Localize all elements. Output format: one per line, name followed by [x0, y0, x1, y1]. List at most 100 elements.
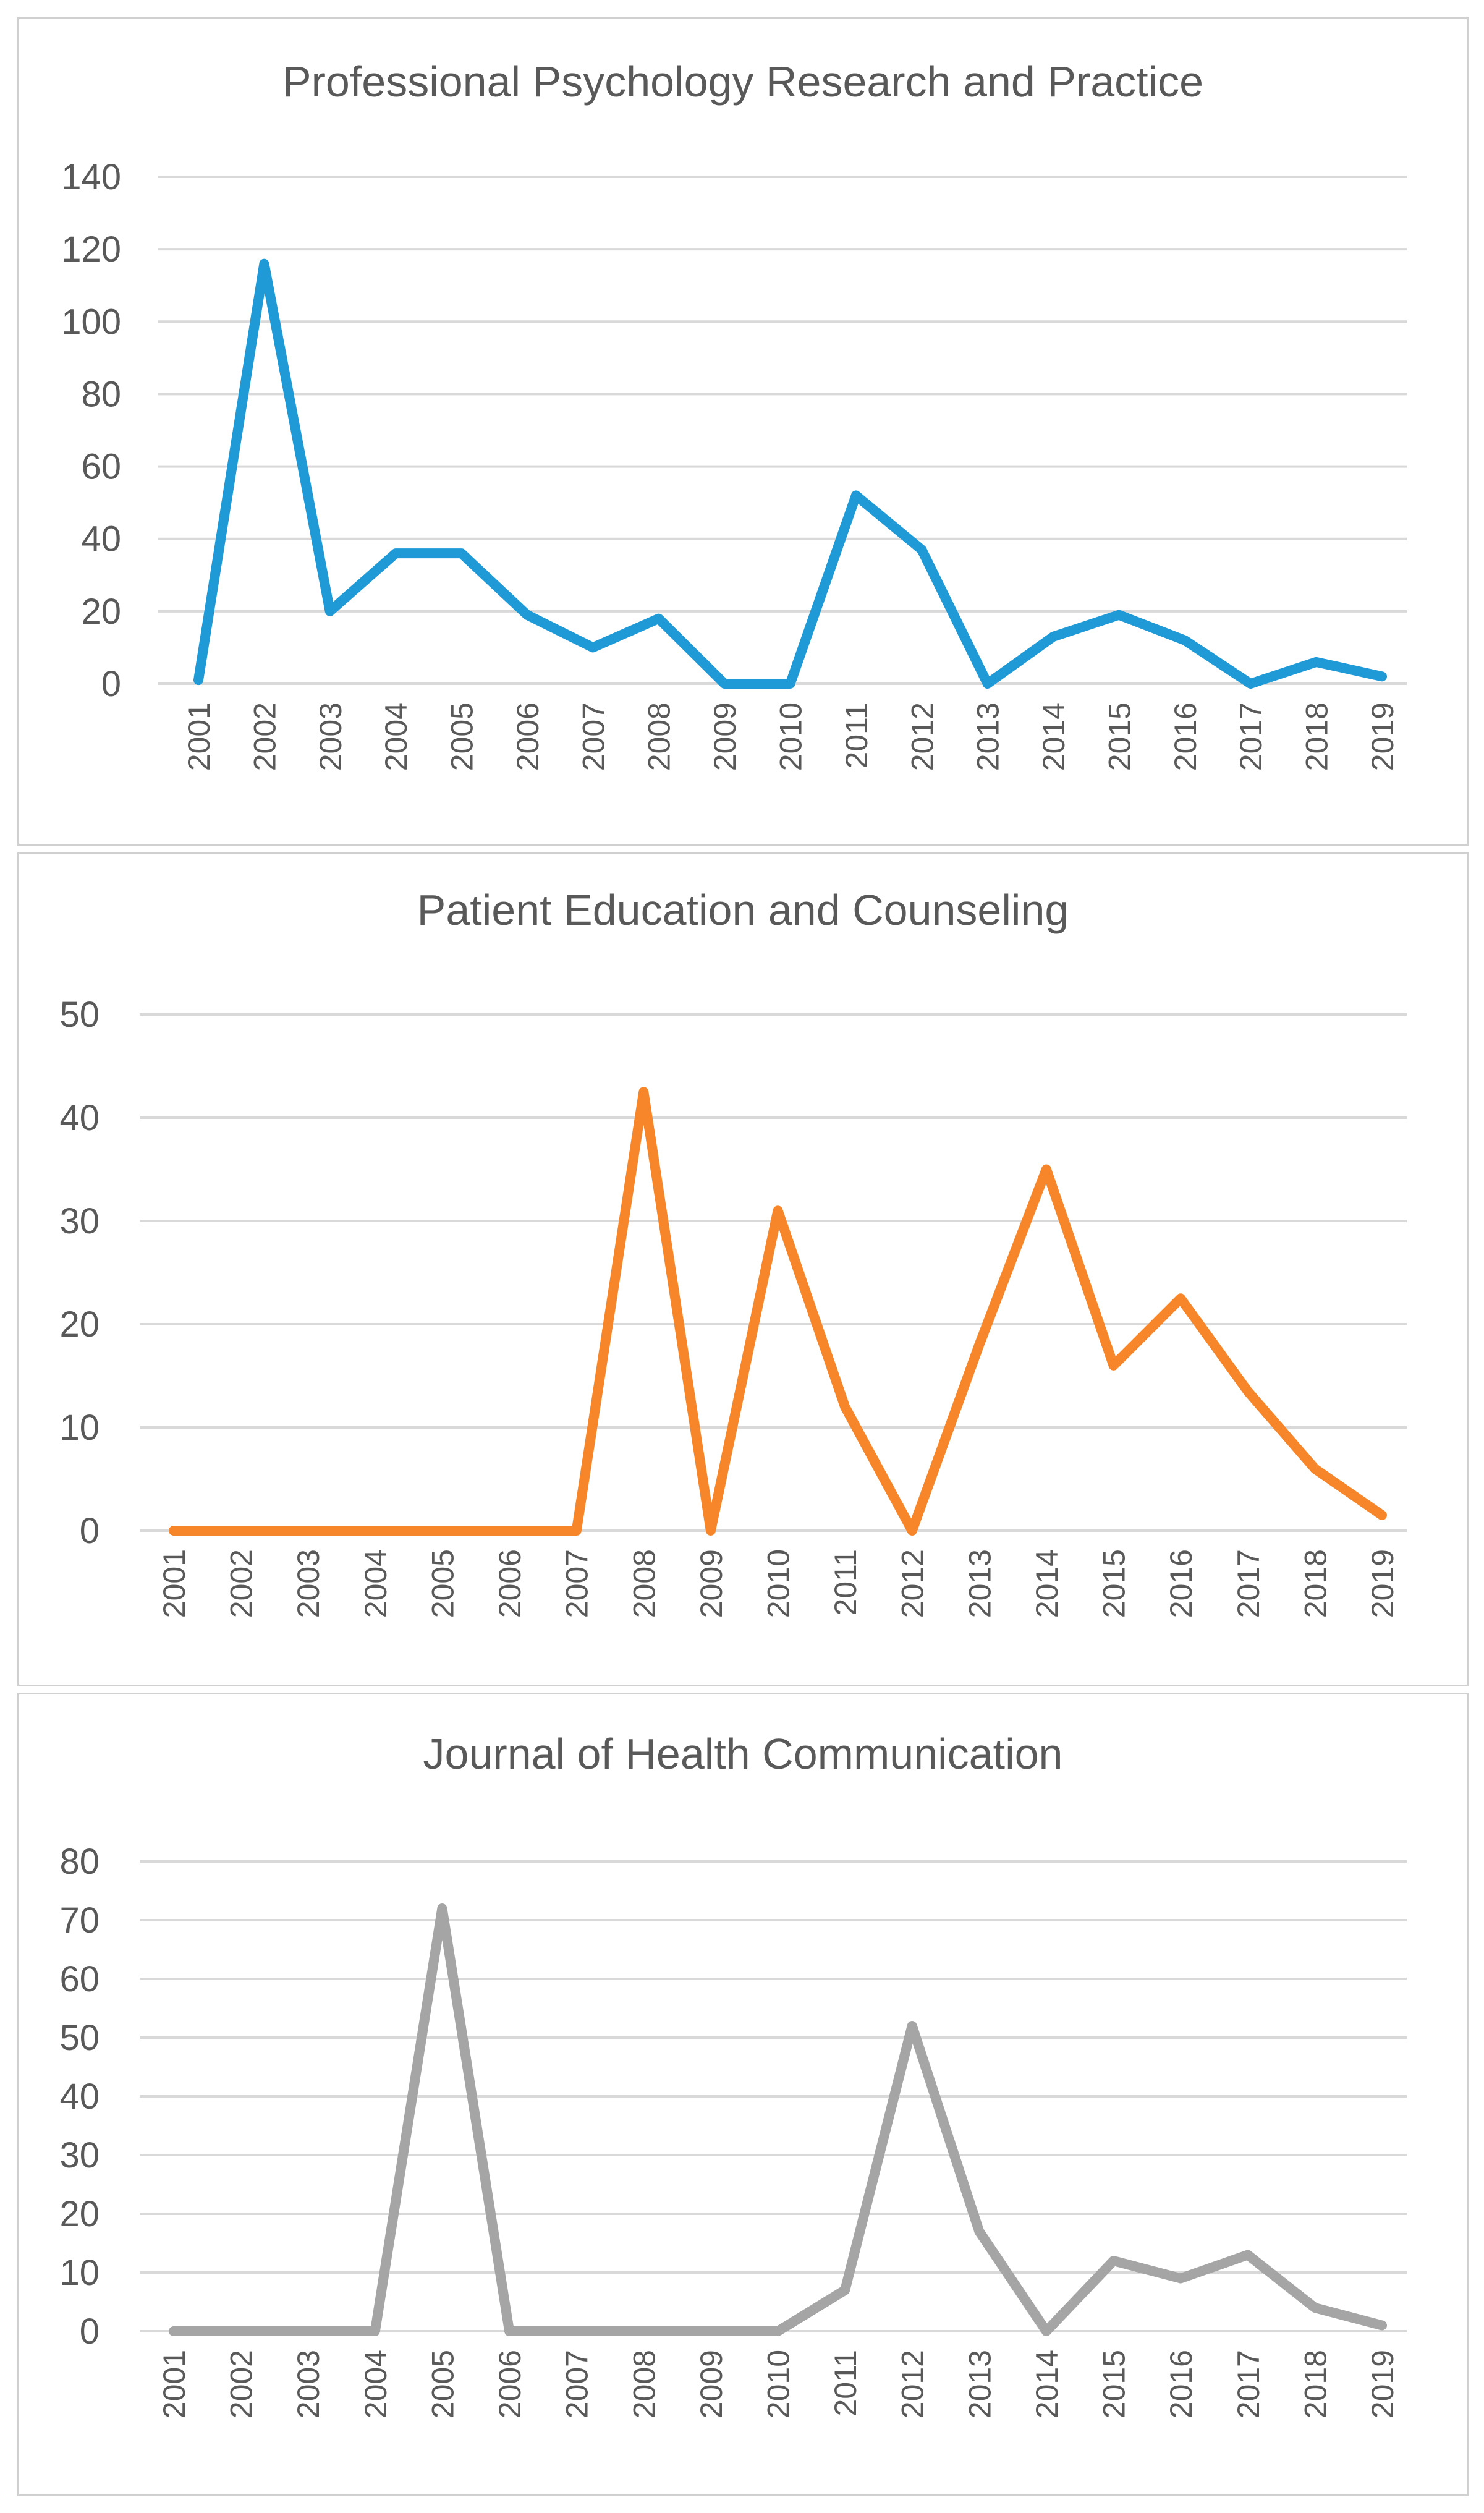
- series-line-professional-psychology: [193, 258, 1387, 689]
- x-tick-label: 2002: [247, 702, 282, 771]
- data-point-2006: [522, 610, 532, 620]
- line-chart-patient-education: Patient Education and Counseling 0 10 20 30 4…: [59, 886, 1407, 1618]
- x-tick-label: 2001: [157, 1549, 192, 1618]
- x-tick-label: 2018: [1298, 2350, 1333, 2418]
- data-point-2011: [840, 2286, 850, 2295]
- x-tick-label: 2005: [425, 1549, 460, 1618]
- data-point-2019: [1377, 671, 1387, 681]
- data-point-2003: [303, 1526, 313, 1536]
- data-point-2018: [1310, 2303, 1320, 2313]
- x-tick-label: 2007: [560, 1549, 595, 1618]
- data-point-2005: [437, 1526, 447, 1536]
- chart-panel-patient-education: Patient Education and Counseling 0 10 20 30 4…: [17, 852, 1469, 1686]
- x-tick-label: 2015: [1102, 702, 1137, 771]
- data-point-2004: [391, 548, 401, 558]
- data-point-2004: [370, 2326, 380, 2336]
- chart-panel-health-communication: Journal of Health Communication 0 10 20 30 40…: [17, 1693, 1469, 2496]
- y-tick-label: 70: [59, 1900, 100, 1941]
- x-tick-label: 2014: [1030, 2350, 1064, 2418]
- x-tick-label: 2019: [1365, 1549, 1400, 1618]
- x-tick-label: 2019: [1365, 2350, 1400, 2418]
- data-point-2008: [654, 614, 664, 624]
- x-tick-label: 2013: [962, 2350, 997, 2418]
- data-point-2017: [1243, 1387, 1253, 1397]
- x-tick-label: 2001: [182, 702, 216, 771]
- y-tick-label: 80: [81, 374, 121, 414]
- y-tick-label: 40: [59, 2077, 100, 2117]
- data-point-2013: [983, 679, 993, 689]
- y-tick-label: 60: [81, 447, 121, 487]
- x-tick-label: 2001: [157, 2350, 192, 2418]
- x-tick-label: 2017: [1231, 2350, 1266, 2418]
- data-point-2010: [773, 1205, 783, 1215]
- y-tick-label: 20: [59, 2194, 100, 2234]
- data-point-2003: [303, 2326, 313, 2336]
- x-tick-label: 2018: [1298, 1549, 1333, 1618]
- data-point-2014: [1041, 1165, 1051, 1175]
- data-point-2010: [786, 679, 795, 689]
- x-tick-label: 2004: [358, 2350, 393, 2418]
- data-point-2001: [169, 1526, 179, 1536]
- data-point-2005: [437, 1903, 447, 1913]
- x-tick-label: 2004: [358, 1549, 393, 1618]
- chart-title: Professional Psychology Research and Pra…: [282, 57, 1203, 106]
- x-tick-label: 2017: [1234, 702, 1268, 771]
- x-tick-label: 2011: [828, 2350, 863, 2417]
- x-tick-label: 2007: [560, 2350, 595, 2418]
- data-point-2019: [1377, 2321, 1387, 2331]
- y-tick-label: 10: [59, 2253, 100, 2293]
- data-point-2014: [1041, 2326, 1051, 2336]
- x-tick-label: 2005: [445, 702, 480, 771]
- data-point-2002: [236, 1526, 246, 1536]
- series-line-patient-education: [169, 1087, 1387, 1536]
- x-tick-label: 2002: [224, 1549, 259, 1618]
- data-point-2017: [1243, 2250, 1253, 2260]
- data-point-2001: [193, 675, 203, 685]
- data-point-2016: [1176, 1293, 1185, 1303]
- y-tick-label: 140: [61, 157, 121, 197]
- x-tick-label: 2006: [493, 2350, 527, 2418]
- x-tick-label: 2016: [1168, 702, 1203, 771]
- data-point-2001: [169, 2326, 179, 2336]
- data-point-2008: [638, 2326, 648, 2336]
- x-tick-label: 2009: [708, 702, 742, 771]
- data-point-2015: [1109, 1361, 1119, 1371]
- data-point-2007: [572, 2326, 582, 2336]
- data-point-2009: [719, 679, 729, 689]
- x-tick-label: 2005: [425, 2350, 460, 2418]
- y-tick-label: 0: [101, 664, 121, 704]
- y-tick-label: 40: [81, 519, 121, 559]
- series-line-health-communication: [169, 1903, 1387, 2336]
- x-tick-label: 2011: [839, 702, 874, 769]
- x-tick-label: 2010: [761, 1549, 796, 1618]
- y-tick-label: 20: [81, 592, 121, 632]
- y-tick-label: 100: [61, 302, 121, 342]
- chart-title: Patient Education and Counseling: [417, 886, 1069, 934]
- x-tick-label: 2018: [1300, 702, 1334, 771]
- data-point-2010: [773, 2326, 783, 2336]
- x-tick-label: 2014: [1037, 702, 1071, 771]
- data-point-2014: [1048, 632, 1058, 642]
- x-tick-label: 2004: [379, 702, 413, 771]
- data-point-2003: [325, 606, 335, 616]
- data-point-2002: [259, 259, 269, 269]
- x-tick-label: 2006: [511, 702, 545, 771]
- x-tick-label: 2008: [627, 1549, 661, 1618]
- y-tick-label: 50: [59, 2018, 100, 2058]
- x-tick-label: 2013: [971, 702, 1006, 771]
- data-point-2006: [504, 1526, 514, 1536]
- data-point-2008: [638, 1087, 648, 1097]
- y-tick-label: 30: [59, 1201, 100, 1241]
- x-tick-label: 2019: [1365, 702, 1400, 771]
- x-tick-label: 2012: [896, 2350, 930, 2418]
- x-tick-label: 2003: [291, 1549, 326, 1618]
- data-point-2018: [1310, 1464, 1320, 1474]
- x-tick-label: 2014: [1030, 1549, 1064, 1618]
- x-tick-label: 2012: [905, 702, 939, 771]
- data-point-2016: [1176, 2274, 1185, 2284]
- y-tick-label: 80: [59, 1842, 100, 1882]
- x-tick-label: 2010: [761, 2350, 796, 2418]
- x-tick-label: 2002: [224, 2350, 259, 2418]
- x-tick-label: 2006: [493, 1549, 527, 1618]
- data-point-2011: [840, 1402, 850, 1412]
